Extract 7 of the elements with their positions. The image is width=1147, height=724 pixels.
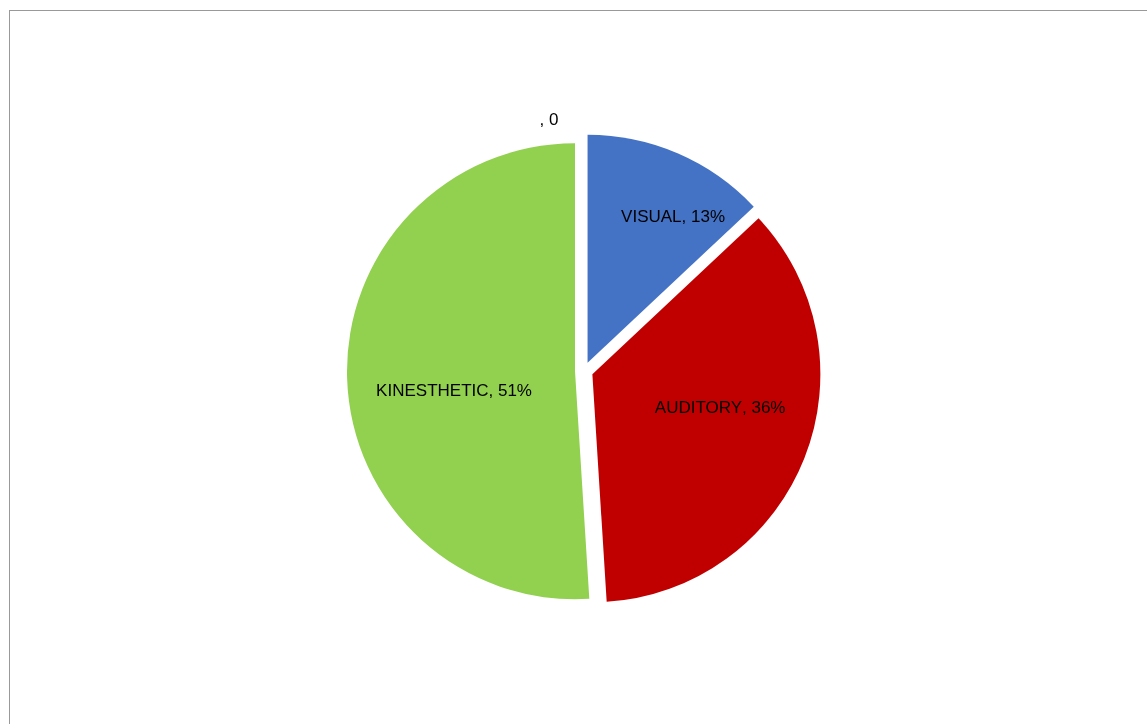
slice-label: AUDITORY xyxy=(654,397,743,417)
data-label: , 13% xyxy=(681,206,726,226)
data-label: , 36% xyxy=(742,397,786,417)
slice-label: VISUAL xyxy=(621,206,682,226)
text: , 0 xyxy=(539,109,559,129)
slice-label: KINESTHETIC xyxy=(376,381,489,401)
data-label: , 51% xyxy=(488,381,532,401)
